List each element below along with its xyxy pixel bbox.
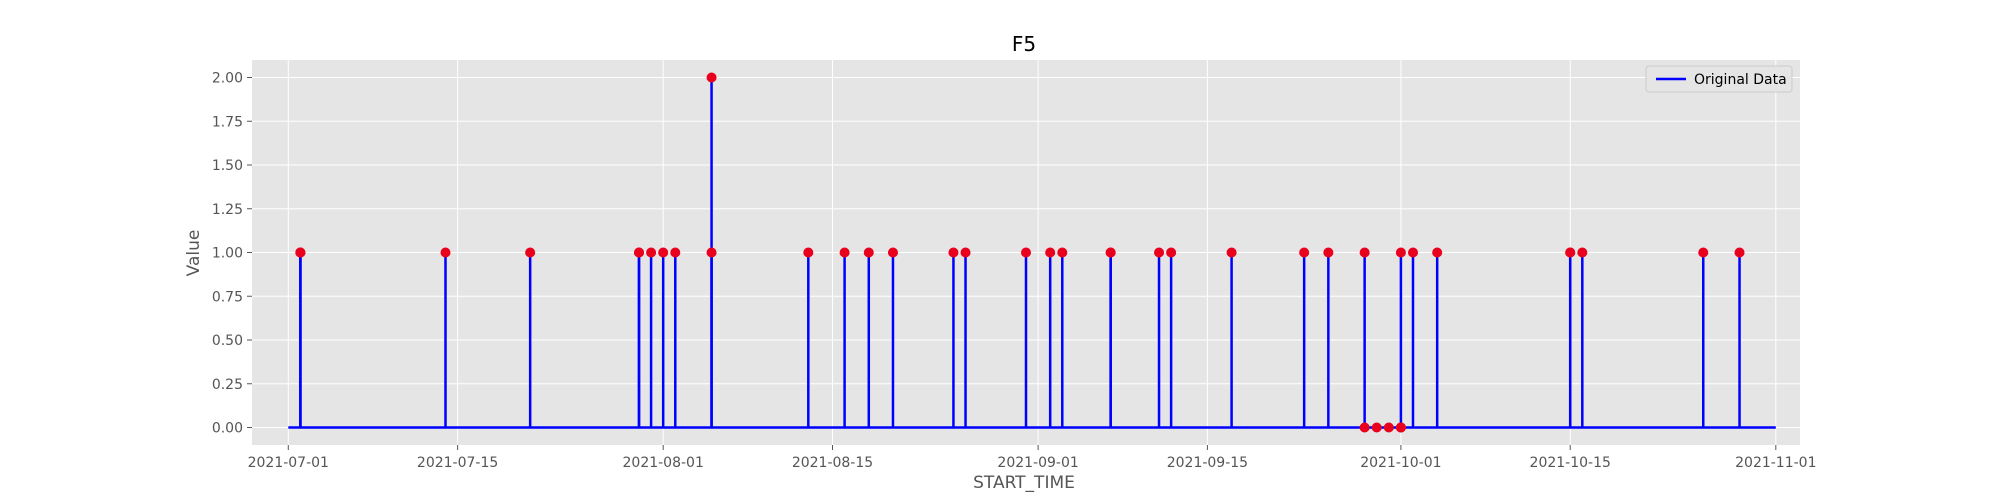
data-point-marker bbox=[670, 247, 681, 258]
data-point-marker bbox=[634, 247, 644, 258]
x-tick-label: 2021-10-01 bbox=[1360, 455, 1441, 471]
x-tick-label: 2021-08-15 bbox=[792, 455, 873, 471]
data-point-marker bbox=[960, 247, 971, 258]
y-tick-label: 0.50 bbox=[212, 333, 243, 349]
data-point-marker bbox=[1432, 247, 1443, 258]
x-axis-ticks: 2021-07-01 2021-07-15 2021-08-01 2021-08-15… bbox=[248, 445, 1817, 471]
data-point-marker bbox=[1395, 422, 1406, 433]
data-point-marker bbox=[658, 247, 669, 258]
x-tick-label: 2021-10-15 bbox=[1530, 455, 1611, 471]
data-point-marker bbox=[1577, 247, 1588, 258]
legend: Original Data bbox=[1645, 65, 1793, 93]
x-tick-label: 2021-07-01 bbox=[248, 455, 329, 471]
data-point-marker bbox=[1154, 247, 1165, 258]
data-point-marker bbox=[1383, 422, 1394, 433]
data-point-marker bbox=[440, 247, 451, 258]
x-axis-title: START_TIME bbox=[973, 473, 1075, 493]
data-point-marker bbox=[948, 247, 959, 258]
legend-label: Original Data bbox=[1694, 72, 1787, 88]
x-tick-label: 2021-09-15 bbox=[1167, 455, 1248, 471]
data-point-marker bbox=[1565, 247, 1576, 258]
y-axis-ticks: 0.00 0.25 0.50 0.75 1.00 1.25 1.50 1.75 2.00 bbox=[212, 71, 252, 437]
data-point-marker bbox=[1045, 247, 1056, 258]
x-tick-label: 2021-07-15 bbox=[417, 455, 498, 471]
y-tick-label: 1.00 bbox=[212, 246, 243, 262]
data-point-marker bbox=[525, 247, 536, 258]
data-point-marker bbox=[1226, 247, 1237, 258]
legend-box bbox=[1645, 65, 1793, 93]
y-axis-title: Value bbox=[184, 230, 204, 277]
data-markers bbox=[295, 72, 1745, 433]
y-tick-label: 0.00 bbox=[212, 421, 243, 437]
x-tick-label: 2021-08-01 bbox=[623, 455, 704, 471]
data-point-marker bbox=[887, 247, 898, 258]
data-point-marker bbox=[646, 247, 657, 258]
series-original-data bbox=[288, 77, 1776, 429]
y-tick-label: 2.00 bbox=[212, 71, 243, 87]
data-point-marker bbox=[803, 247, 814, 258]
data-point-marker bbox=[863, 247, 874, 258]
y-tick-label: 1.25 bbox=[212, 202, 243, 218]
y-tick-label: 0.75 bbox=[212, 289, 243, 305]
data-point-marker bbox=[1359, 247, 1370, 258]
data-point-marker bbox=[1395, 247, 1406, 258]
data-point-marker bbox=[1408, 247, 1418, 258]
data-point-marker bbox=[1021, 247, 1031, 258]
data-point-marker bbox=[1698, 247, 1709, 258]
data-point-marker bbox=[1057, 247, 1068, 258]
y-tick-label: 1.75 bbox=[212, 114, 243, 130]
data-point-marker bbox=[1371, 422, 1382, 433]
x-tick-label: 2021-09-01 bbox=[997, 455, 1078, 471]
data-point-marker bbox=[839, 247, 850, 258]
data-point-marker bbox=[706, 72, 717, 83]
data-point-marker bbox=[1734, 247, 1745, 258]
data-point-marker bbox=[1105, 247, 1116, 258]
y-tick-label: 1.50 bbox=[212, 158, 243, 174]
data-point-marker bbox=[1299, 247, 1310, 258]
chart-title: F5 bbox=[1012, 32, 1036, 56]
data-point-marker bbox=[1359, 422, 1370, 433]
y-tick-label: 0.25 bbox=[212, 377, 243, 393]
data-point-marker bbox=[706, 247, 717, 258]
x-tick-label: 2021-11-01 bbox=[1735, 455, 1816, 471]
data-point-marker bbox=[1323, 247, 1334, 258]
data-point-marker bbox=[295, 247, 306, 258]
data-point-marker bbox=[1166, 247, 1177, 258]
